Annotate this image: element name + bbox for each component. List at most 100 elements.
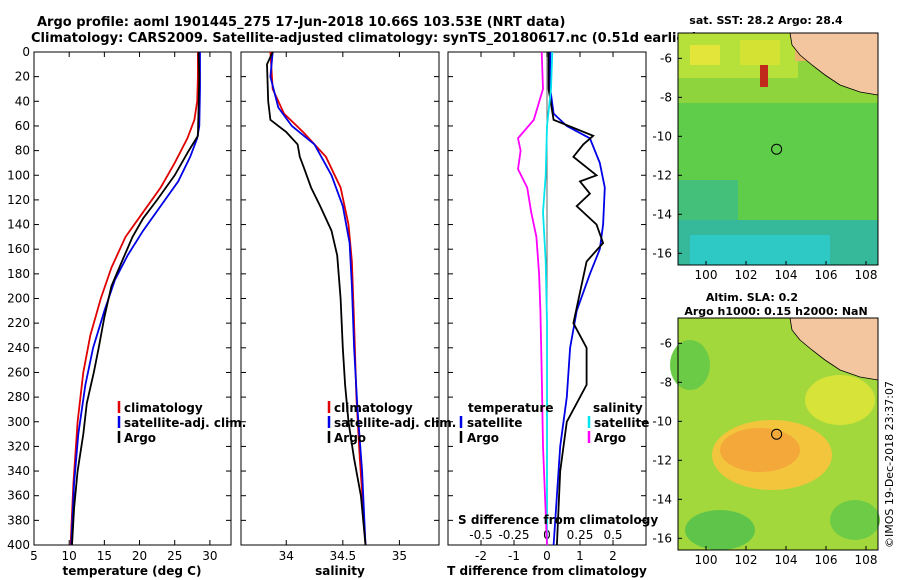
x-tick-label: 35: [392, 549, 407, 563]
x-tick-label: 20: [132, 549, 147, 563]
map-y-tick-label: -10: [652, 414, 672, 428]
sla-map-subtitle: Argo h1000: 0.15 h2000: NaN: [684, 305, 867, 318]
y-tick-label: 200: [7, 292, 30, 306]
sst-map: [677, 32, 879, 266]
series-line-climatology: [69, 52, 199, 545]
series-line-s-satellite: [542, 52, 554, 545]
legend-label-climatology: climatology: [124, 401, 203, 415]
s-difference-label: S difference from climatology: [458, 513, 658, 527]
y-tick-label: 60: [15, 119, 30, 133]
title-line-1: Argo profile: aoml 1901445_275 17-Jun-20…: [37, 15, 565, 30]
y-tick-label: 100: [7, 168, 30, 182]
map-y-tick-label: -6: [660, 336, 672, 350]
x-tick-label: 2: [609, 549, 617, 563]
x-tick-label: 34.5: [329, 549, 356, 563]
sst-cyan-patch: [690, 235, 830, 265]
sla-low-patch-3: [830, 500, 880, 540]
series-line-satellite-adj-clim-: [269, 52, 367, 545]
map-x-tick-label: 108: [855, 553, 878, 567]
map-y-tick-label: -14: [652, 492, 672, 506]
legend-label-t-argo: Argo: [467, 431, 499, 445]
map-y-tick-label: -8: [660, 375, 672, 389]
credit-label: ©IMOS 19-Dec-2018 23:37:07: [883, 381, 896, 548]
difference-legend: temperature satellite Argo salinity sate…: [459, 401, 649, 445]
y-tick-label: 340: [7, 464, 30, 478]
y-tick-label: 180: [7, 267, 30, 281]
x-tick-label: 15: [97, 549, 112, 563]
series-line-t-argo: [547, 52, 605, 545]
y-tick-label: 120: [7, 193, 30, 207]
sla-map: [670, 317, 880, 551]
sst-yellow-patch-1: [690, 45, 720, 65]
s-tick-label: 0.25: [567, 528, 594, 542]
sla-map-title: Altim. SLA: 0.2: [706, 291, 798, 304]
y-tick-label: 220: [7, 316, 30, 330]
argo-location-marker: [771, 428, 783, 440]
map-x-tick-label: 104: [775, 268, 798, 282]
legend-label-satellite: satellite-adj. clim.: [334, 416, 456, 430]
salinity-xlabel: salinity: [315, 564, 365, 578]
map-y-tick-label: -16: [652, 531, 672, 545]
sst-cool-patch: [678, 180, 738, 220]
x-tick-label: -1: [508, 549, 520, 563]
x-tick-label: 30: [202, 549, 217, 563]
sla-low-patch-1: [670, 340, 710, 390]
x-tick-label: 5: [30, 549, 38, 563]
x-tick-label: 0: [543, 549, 551, 563]
legend-label-climatology: climatology: [334, 401, 413, 415]
legend-label-s-satellite: satellite: [594, 416, 649, 430]
map-x-tick-label: 106: [815, 553, 838, 567]
map-y-tick-label: -12: [652, 453, 672, 467]
map-x-tick-label: 102: [735, 268, 758, 282]
s-tick-label: 0.5: [603, 528, 622, 542]
legend-label-argo: Argo: [334, 431, 366, 445]
y-tick-label: 160: [7, 242, 30, 256]
y-tick-label: 360: [7, 489, 30, 503]
s-tick-label: -0.25: [498, 528, 529, 542]
map-y-tick-label: -12: [652, 168, 672, 182]
x-tick-label: 1: [576, 549, 584, 563]
x-tick-label: 10: [62, 549, 77, 563]
series-line-argo: [266, 52, 367, 545]
map-y-tick-label: -6: [660, 51, 672, 65]
sla-low-patch-2: [685, 510, 755, 550]
t-difference-xlabel: T difference from climatology: [447, 564, 647, 578]
y-tick-label: 40: [15, 94, 30, 108]
map-y-tick-label: -14: [652, 207, 672, 221]
y-tick-label: 380: [7, 513, 30, 527]
y-tick-label: 20: [15, 70, 30, 84]
map-y-tick-label: -8: [660, 90, 672, 104]
temperature-xlabel: temperature (deg C): [63, 564, 202, 578]
y-tick-label: 300: [7, 415, 30, 429]
y-tick-label: 80: [15, 144, 30, 158]
x-tick-label: 34: [279, 549, 294, 563]
x-tick-label: 25: [167, 549, 182, 563]
map-y-tick-label: -16: [652, 246, 672, 260]
legend-label-argo: Argo: [124, 431, 156, 445]
series-line-s-argo: [517, 52, 548, 545]
y-tick-label: 140: [7, 218, 30, 232]
sst-map-title: sat. SST: 28.2 Argo: 28.4: [689, 14, 843, 27]
y-tick-label: 240: [7, 341, 30, 355]
y-tick-label: 400: [7, 538, 30, 552]
sla-yellow-patch: [805, 375, 875, 425]
sla-map-frame: [677, 317, 879, 551]
legend-label-t-satellite: satellite: [467, 416, 522, 430]
legend-label-satellite: satellite-adj. clim.: [124, 416, 246, 430]
map-x-tick-label: 100: [695, 268, 718, 282]
sla-peak-anomaly: [720, 428, 800, 472]
title-line-2: Climatology: CARS2009. Satellite-adjuste…: [31, 31, 698, 46]
temperature-axes: [33, 51, 232, 546]
map-x-tick-label: 106: [815, 268, 838, 282]
legend-title-salinity: salinity: [593, 401, 643, 415]
y-tick-label: 280: [7, 390, 30, 404]
sst-hot-spot: [760, 65, 768, 87]
y-tick-label: 320: [7, 439, 30, 453]
series-line-argo: [71, 52, 201, 545]
temperature-legend: climatology satellite-adj. clim. Argo: [117, 401, 246, 445]
y-tick-label: 260: [7, 365, 30, 379]
salinity-legend: climatology satellite-adj. clim. Argo: [327, 401, 456, 445]
legend-label-s-argo: Argo: [594, 431, 626, 445]
map-x-tick-label: 100: [695, 553, 718, 567]
map-x-tick-label: 104: [775, 553, 798, 567]
